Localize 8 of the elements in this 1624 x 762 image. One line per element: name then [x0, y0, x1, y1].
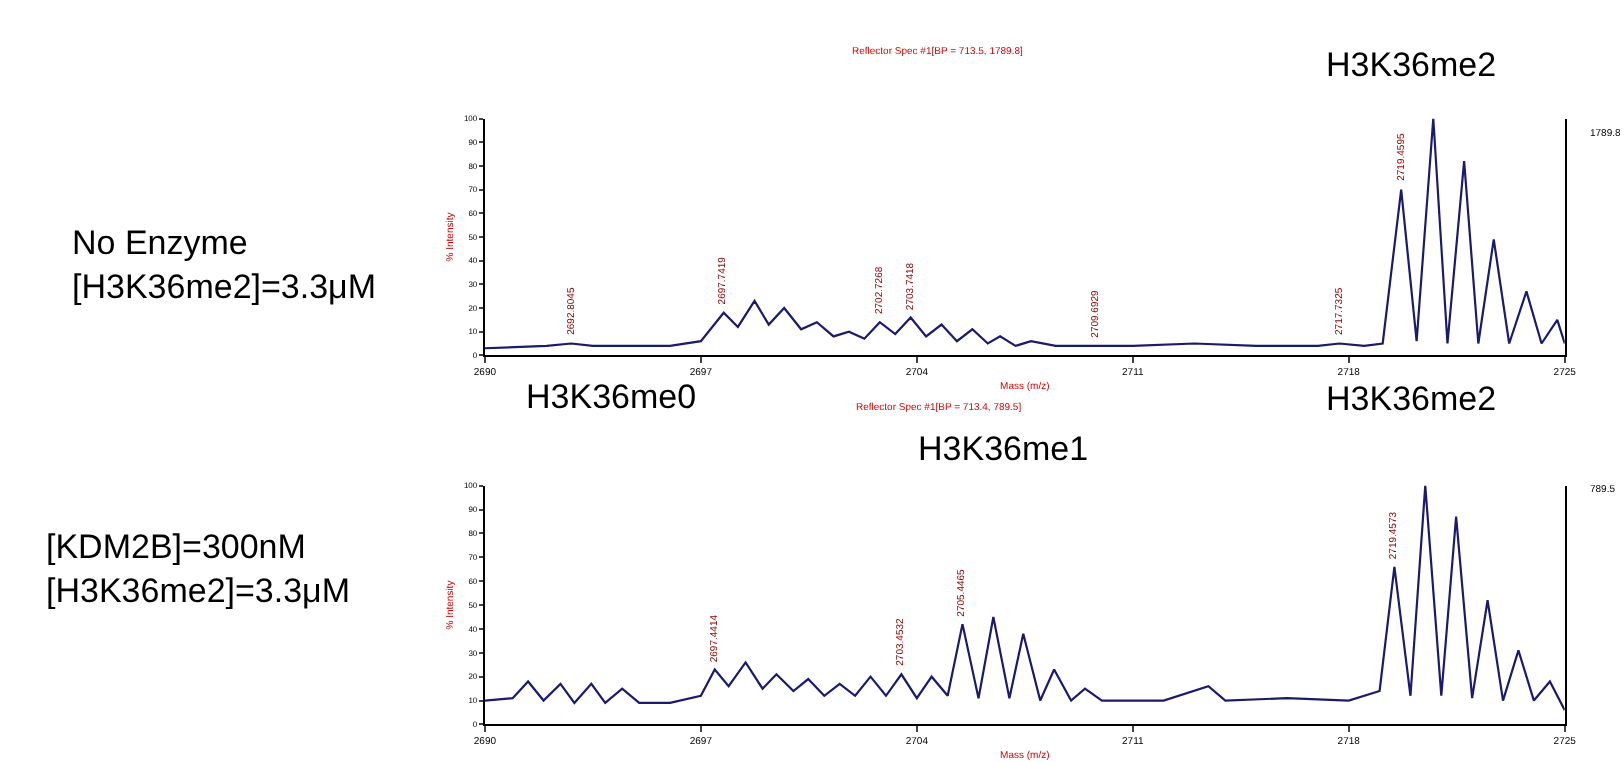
text: No Enzyme [H3K36me2]=3.3μM [72, 224, 377, 307]
text: H3K36me2 [1326, 380, 1497, 418]
line-series [484, 118, 1565, 350]
line-series [484, 485, 1565, 712]
text: [KDM2B]=300nM [H3K36me2]=3.3μM [46, 528, 351, 611]
text: H3K36me1 [918, 430, 1089, 468]
text: H3K36me0 [526, 378, 697, 416]
text: H3K36me2 [1326, 46, 1497, 84]
